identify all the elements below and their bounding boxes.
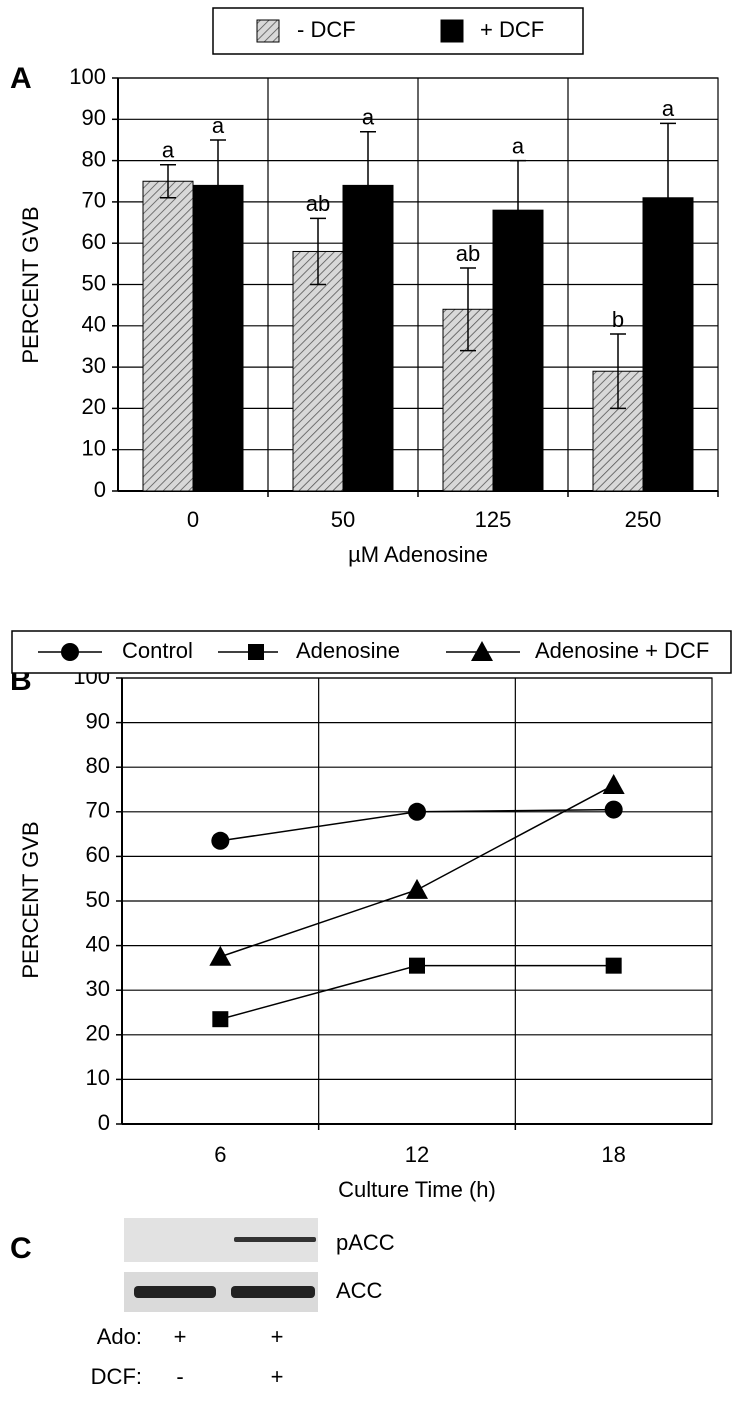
y-axis-label: PERCENT GVB (18, 206, 43, 363)
y-tick-label: 90 (86, 708, 110, 733)
significance-letter: a (362, 105, 375, 130)
significance-letter: a (512, 133, 525, 158)
marker (212, 1011, 228, 1027)
x-tick-label: 18 (601, 1142, 625, 1167)
lane-mark: + (271, 1364, 284, 1389)
y-tick-label: 10 (86, 1065, 110, 1090)
y-tick-label: 0 (98, 1110, 110, 1135)
marker (603, 774, 625, 794)
significance-letter: a (162, 138, 175, 163)
significance-letter: ab (306, 191, 330, 216)
marker (409, 958, 425, 974)
y-tick-label: 10 (82, 436, 106, 461)
y-tick-label: 100 (69, 64, 106, 89)
figure: C pACC ACC Ado: + + DCF: - + A 0 10 20 30 40 5… (0, 0, 733, 1414)
marker (211, 832, 229, 850)
series-line (220, 966, 613, 1020)
x-axis-label: µM Adenosine (348, 542, 488, 567)
y-tick-label: 70 (82, 188, 106, 213)
bar (143, 181, 193, 491)
y-tick-label: 50 (82, 270, 106, 295)
y-tick-label: 60 (82, 229, 106, 254)
y-tick-label: 40 (86, 931, 110, 956)
lane-mark: + (174, 1324, 187, 1349)
blot-band (231, 1286, 315, 1298)
y-tick-label: 80 (86, 753, 110, 778)
x-tick-label: 12 (405, 1142, 429, 1167)
y-tick-label: 30 (82, 353, 106, 378)
significance-letter: a (212, 113, 225, 138)
x-tick-label: 6 (214, 1142, 226, 1167)
legend-label: + DCF (480, 17, 544, 42)
legend-label: Control (122, 638, 193, 663)
y-tick-label: 0 (94, 477, 106, 502)
legend-swatch (257, 20, 279, 42)
legend-label: - DCF (297, 17, 356, 42)
significance-letter: a (662, 96, 675, 121)
y-axis-label: PERCENT GVB (18, 821, 43, 978)
row-label: Ado: (97, 1324, 142, 1349)
significance-letter: ab (456, 241, 480, 266)
band-label: pACC (336, 1230, 395, 1255)
lane-mark: + (271, 1324, 284, 1349)
x-tick-label: 125 (475, 507, 512, 532)
significance-letter: b (612, 307, 624, 332)
marker (606, 958, 622, 974)
legend-label: Adenosine + DCF (535, 638, 709, 663)
row-label: DCF: (91, 1364, 142, 1389)
y-tick-label: 30 (86, 976, 110, 1001)
y-tick-label: 20 (86, 1021, 110, 1046)
marker (61, 643, 79, 661)
y-tick-label: 40 (82, 312, 106, 337)
legend-label: Adenosine (296, 638, 400, 663)
band-label: ACC (336, 1278, 383, 1303)
y-tick-label: 90 (82, 105, 106, 130)
y-tick-label: 20 (82, 394, 106, 419)
blot-band (234, 1237, 316, 1242)
x-tick-label: 50 (331, 507, 355, 532)
bar (293, 251, 343, 491)
marker (248, 644, 264, 660)
y-tick-label: 50 (86, 887, 110, 912)
x-tick-label: 0 (187, 507, 199, 532)
panel-label: A (10, 62, 32, 95)
marker (209, 946, 231, 966)
panel-c: C pACC ACC Ado: + + DCF: - + (10, 1218, 395, 1389)
panel-label: C (10, 1232, 32, 1265)
marker (605, 801, 623, 819)
lane-mark: - (176, 1364, 183, 1389)
blot-band (134, 1286, 216, 1298)
y-tick-label: 60 (86, 842, 110, 867)
marker (406, 879, 428, 899)
legend-swatch (441, 20, 463, 42)
y-tick-label: 80 (82, 146, 106, 171)
x-tick-label: 250 (625, 507, 662, 532)
x-axis-label: Culture Time (h) (338, 1177, 496, 1202)
y-tick-label: 70 (86, 798, 110, 823)
marker (408, 803, 426, 821)
